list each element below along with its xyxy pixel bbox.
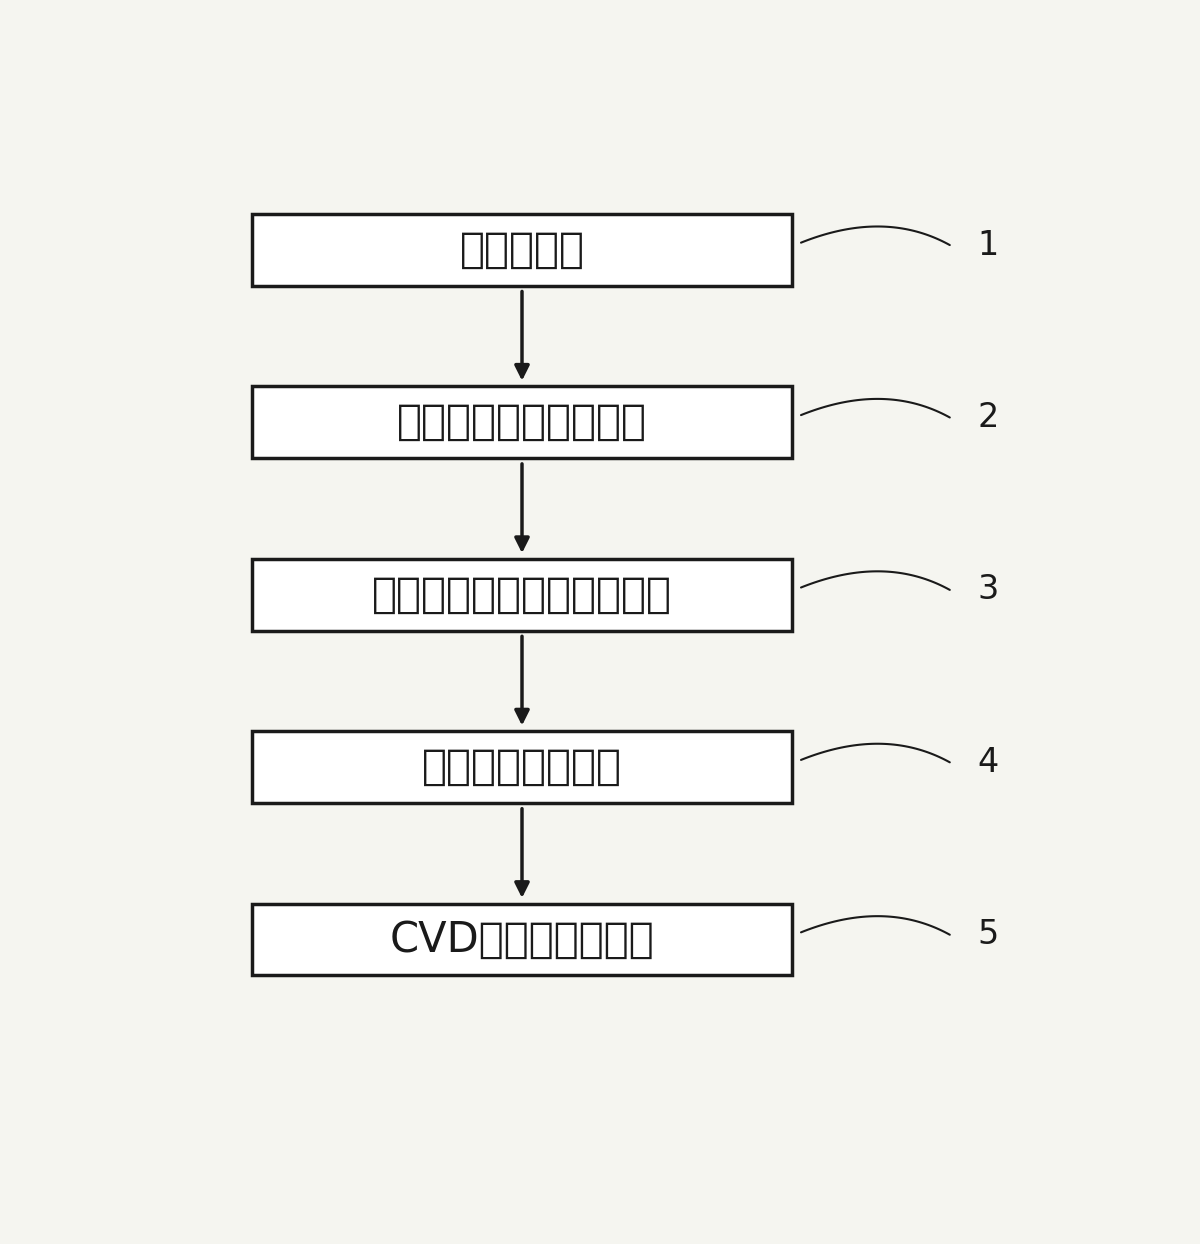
Text: 2: 2 xyxy=(978,401,1000,434)
Text: 1: 1 xyxy=(978,229,998,261)
Bar xyxy=(252,214,792,286)
Text: 5: 5 xyxy=(978,918,998,952)
Text: CVD法生长碳纳米管: CVD法生长碳纳米管 xyxy=(390,918,654,960)
Text: 退火处理催化剂层: 退火处理催化剂层 xyxy=(422,746,622,789)
Text: 在保护层上形成一催化剂层: 在保护层上形成一催化剂层 xyxy=(372,573,672,616)
Bar xyxy=(252,731,792,804)
Text: 在基底上形成一保护层: 在基底上形成一保护层 xyxy=(397,402,647,443)
Text: 4: 4 xyxy=(978,746,998,779)
Text: 提供一基底: 提供一基底 xyxy=(460,229,584,271)
Bar xyxy=(252,903,792,975)
Text: 3: 3 xyxy=(978,573,998,606)
Bar xyxy=(252,559,792,631)
Bar xyxy=(252,387,792,458)
